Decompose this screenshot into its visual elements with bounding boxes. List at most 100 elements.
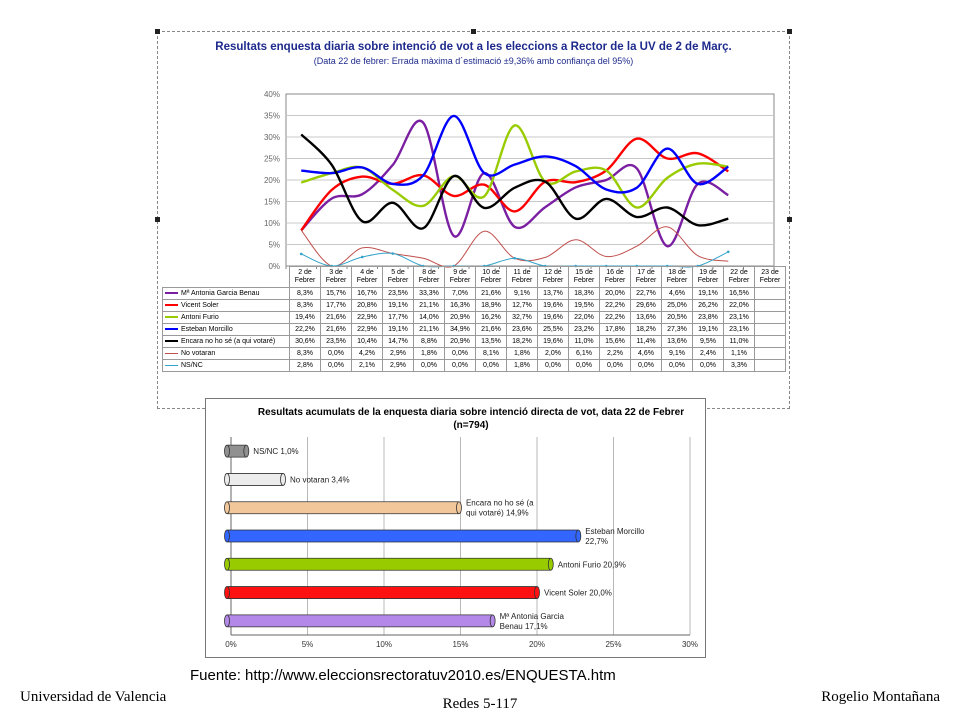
x-tick-label: 5% [302, 640, 314, 649]
resize-handle-top-center[interactable] [471, 29, 476, 34]
table-cell [754, 359, 786, 372]
table-cell: 13,6% [661, 335, 693, 348]
bar-plot: 0% 5% 10% 15% 20% 25% 30% NS/NC 1,0% No votaran … [224, 437, 698, 649]
legend-swatch [165, 352, 178, 354]
table-header-cell: 10 de Febrer [475, 266, 507, 288]
table-cell: 1,8% [506, 347, 538, 360]
legend-label: No votaran [181, 350, 216, 357]
legend-label: Mª Antonia Garcia Benau [181, 290, 260, 297]
table-cell: 9,1% [661, 347, 693, 360]
bar-start-cap [224, 614, 230, 628]
bar-end-cap [280, 473, 286, 486]
table-cell: 18,3% [568, 287, 600, 300]
table-cell: 32,7% [506, 311, 538, 324]
bar [226, 529, 579, 543]
legend-label: Antoni Furio [181, 314, 219, 321]
table-cell: 22,7% [630, 287, 662, 300]
table-cell: 19,1% [382, 323, 414, 336]
table-cell: 21,1% [413, 299, 445, 312]
cumulative-poll-chart: Resultats acumulats de la enquesta diari… [205, 398, 706, 658]
table-row-label: NS/NC [162, 359, 290, 372]
bar-end-cap [534, 586, 540, 599]
legend-label: Vicent Soler [181, 302, 219, 309]
bar-end-cap [243, 444, 250, 458]
bar-data-label: No votaran 3,4% [290, 475, 350, 484]
y-tick-label: 35% [264, 112, 280, 121]
table-cell: 1,8% [413, 347, 445, 360]
table-cell: 8,1% [475, 347, 507, 360]
table-cell: 1,1% [723, 347, 755, 360]
table-cell: 19,6% [537, 335, 569, 348]
table-header-cell: 5 de Febrer [382, 266, 414, 288]
table-cell: 20,9% [444, 335, 476, 348]
table-cell: 20,5% [661, 311, 693, 324]
table-header-cell: 2 de Febrer [289, 266, 321, 288]
resize-handle-mid-right[interactable] [787, 217, 792, 222]
bar [226, 586, 538, 599]
source-text: Fuente: http://www.eleccionsrectoratuv20… [190, 667, 616, 684]
y-tick-label: 5% [268, 241, 280, 250]
table-cell: 18,9% [475, 299, 507, 312]
legend-label: NS/NC [181, 362, 203, 369]
daily-poll-chart: Resultats enquesta diaria sobre intenció… [160, 34, 787, 406]
table-cell: 4,6% [630, 347, 662, 360]
table-cell: 0,0% [444, 347, 476, 360]
table-row: No votaran 8,3% 0,0% 4,2% 2,9% 1,8% 0,0% 8,1% 1,… [162, 347, 786, 360]
table-header-cell: 11 de Febrer [506, 266, 538, 288]
table-cell: 3,3% [723, 359, 755, 372]
table-cell: 7,0% [444, 287, 476, 300]
table-cell: 34,9% [444, 323, 476, 336]
table-cell: 19,6% [537, 311, 569, 324]
table-cell: 13,5% [475, 335, 507, 348]
legend-swatch [165, 340, 178, 343]
table-cell: 20,9% [444, 311, 476, 324]
legend-swatch [165, 292, 178, 295]
table-cell: 22,9% [351, 311, 383, 324]
legend-swatch [165, 364, 178, 366]
table-cell: 26,2% [692, 299, 724, 312]
series-line-2 [300, 137, 729, 232]
table-cell: 23,8% [692, 311, 724, 324]
chart-note: (Data 22 de febrer: Errada màxima d´esti… [313, 56, 634, 66]
bar-data-label: Mª Antonia Garcia Benau 17,1% [500, 612, 565, 631]
y-tick-label: 40% [264, 90, 280, 99]
bar-end-cap [575, 529, 582, 543]
table-cell: 23,6% [506, 323, 538, 336]
table-cell: 30,6% [289, 335, 321, 348]
table-cell: 11,0% [568, 335, 600, 348]
bar-start-cap [224, 557, 230, 571]
bar-end-cap [547, 557, 554, 571]
table-cell: 0,0% [320, 347, 352, 360]
table-cell: 2,9% [382, 359, 414, 372]
table-header-cell: 18 de Febrer [661, 266, 693, 288]
table-cell: 12,7% [506, 299, 538, 312]
y-tick-label: 15% [264, 198, 280, 207]
table-cell: 16,2% [475, 311, 507, 324]
table-cell: 9,5% [692, 335, 724, 348]
bar [226, 557, 552, 571]
table-cell: 9,1% [506, 287, 538, 300]
table-cell: 0,0% [692, 359, 724, 372]
table-corner [163, 267, 290, 288]
table-cell: 8,3% [289, 299, 321, 312]
table-cell: 11,0% [723, 335, 755, 348]
bar-start-cap [224, 501, 230, 515]
table-cell: 14,7% [382, 335, 414, 348]
resize-handle-top-left[interactable] [155, 29, 160, 34]
table-cell: 21,6% [320, 323, 352, 336]
footer-university: Universidad de Valencia [20, 689, 167, 705]
resize-handle-top-right[interactable] [787, 29, 792, 34]
table-cell: 21,1% [413, 323, 445, 336]
table-cell: 25,5% [537, 323, 569, 336]
bar-data-label: Antoni Furio 20,9% [558, 560, 626, 569]
table-cell: 22,0% [723, 299, 755, 312]
table-cell: 19,6% [537, 299, 569, 312]
series-point [513, 256, 517, 260]
table-cell: 16,7% [351, 287, 383, 300]
table-row: NS/NC 2,8% 0,0% 2,1% 2,9% 0,0% 0,0% 0,0% 1,8% 0,0… [162, 359, 786, 372]
table-row-label: Encara no ho sé (a qui votaré) [162, 335, 290, 348]
table-cell: 2,1% [351, 359, 383, 372]
legend-label: Esteban Morcillo [181, 326, 233, 333]
table-header-cell: 19 de Febrer [692, 266, 724, 288]
resize-handle-mid-left[interactable] [155, 217, 160, 222]
